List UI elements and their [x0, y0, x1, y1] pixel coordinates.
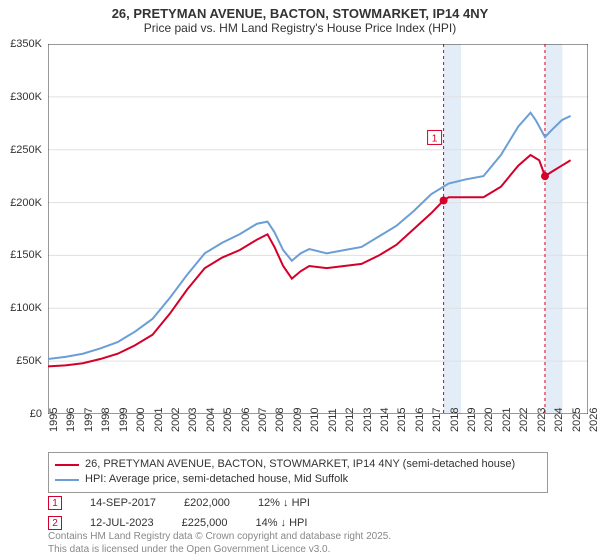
x-tick-label: 2004 — [205, 408, 217, 432]
legend-swatch-property — [55, 464, 79, 466]
annotation-price-1: £202,000 — [184, 497, 230, 509]
x-tick-label: 2002 — [170, 408, 182, 432]
footer: Contains HM Land Registry data © Crown c… — [48, 530, 391, 556]
x-tick-label: 2012 — [344, 408, 356, 432]
legend-label-hpi: HPI: Average price, semi-detached house,… — [85, 472, 348, 487]
x-tick-label: 2015 — [396, 408, 408, 432]
x-tick-label: 2025 — [571, 408, 583, 432]
x-tick-label: 2018 — [449, 408, 461, 432]
x-tick-label: 2017 — [431, 408, 443, 432]
x-tick-label: 2019 — [466, 408, 478, 432]
x-tick-label: 2011 — [327, 408, 339, 432]
x-tick-label: 2014 — [379, 408, 391, 432]
y-tick-label: £0 — [30, 408, 42, 420]
x-tick-label: 2023 — [536, 408, 548, 432]
x-tick-label: 1996 — [65, 408, 77, 432]
x-tick-label: 2013 — [362, 408, 374, 432]
x-tick-label: 2008 — [274, 408, 286, 432]
annotation-delta-2: 14% ↓ HPI — [255, 517, 307, 529]
annotation-marker-1: 1 — [48, 496, 62, 510]
annotation-date-2: 12-JUL-2023 — [90, 517, 154, 529]
svg-text:1: 1 — [432, 133, 438, 144]
annotation-delta-1: 12% ↓ HPI — [258, 497, 310, 509]
plot-area: 12 — [48, 44, 588, 414]
annotation-price-2: £225,000 — [182, 517, 228, 529]
x-tick-label: 1998 — [100, 408, 112, 432]
x-tick-label: 1997 — [83, 408, 95, 432]
legend-row-property: 26, PRETYMAN AVENUE, BACTON, STOWMARKET,… — [55, 457, 541, 472]
x-axis-labels: 1995199619971998199920002001200220032004… — [48, 416, 588, 452]
x-tick-label: 2026 — [588, 408, 600, 432]
x-tick-label: 2021 — [501, 408, 513, 432]
legend-swatch-hpi — [55, 479, 79, 481]
y-tick-label: £50K — [16, 355, 42, 367]
footer-line2: This data is licensed under the Open Gov… — [48, 543, 391, 556]
x-tick-label: 2001 — [153, 408, 165, 432]
chart-titles: 26, PRETYMAN AVENUE, BACTON, STOWMARKET,… — [0, 0, 600, 37]
x-tick-label: 2003 — [187, 408, 199, 432]
annotation-row-1: 1 14-SEP-2017 £202,000 12% ↓ HPI — [48, 496, 548, 510]
plot-svg: 12 — [48, 44, 588, 414]
x-tick-label: 2007 — [257, 408, 269, 432]
x-tick-label: 2022 — [518, 408, 530, 432]
x-tick-label: 2005 — [222, 408, 234, 432]
y-tick-label: £250K — [10, 144, 42, 156]
y-axis-labels: £0£50K£100K£150K£200K£250K£300K£350K — [0, 44, 46, 414]
footer-line1: Contains HM Land Registry data © Crown c… — [48, 530, 391, 543]
x-tick-label: 2009 — [292, 408, 304, 432]
annotation-row-2: 2 12-JUL-2023 £225,000 14% ↓ HPI — [48, 516, 548, 530]
x-tick-label: 1999 — [118, 408, 130, 432]
y-tick-label: £300K — [10, 91, 42, 103]
x-tick-label: 1995 — [48, 408, 60, 432]
x-tick-label: 2020 — [483, 408, 495, 432]
legend-row-hpi: HPI: Average price, semi-detached house,… — [55, 472, 541, 487]
y-tick-label: £200K — [10, 197, 42, 209]
y-tick-label: £100K — [10, 302, 42, 314]
chart-subtitle: Price paid vs. HM Land Registry's House … — [0, 21, 600, 35]
x-tick-label: 2024 — [553, 408, 565, 432]
x-tick-label: 2010 — [309, 408, 321, 432]
chart-title: 26, PRETYMAN AVENUE, BACTON, STOWMARKET,… — [0, 6, 600, 21]
x-tick-label: 2006 — [240, 408, 252, 432]
annotation-date-1: 14-SEP-2017 — [90, 497, 156, 509]
y-tick-label: £150K — [10, 249, 42, 261]
chart-container: 26, PRETYMAN AVENUE, BACTON, STOWMARKET,… — [0, 0, 600, 560]
annotation-marker-2: 2 — [48, 516, 62, 530]
y-tick-label: £350K — [10, 38, 42, 50]
legend-label-property: 26, PRETYMAN AVENUE, BACTON, STOWMARKET,… — [85, 457, 515, 472]
x-tick-label: 2000 — [135, 408, 147, 432]
legend: 26, PRETYMAN AVENUE, BACTON, STOWMARKET,… — [48, 452, 548, 493]
x-tick-label: 2016 — [414, 408, 426, 432]
